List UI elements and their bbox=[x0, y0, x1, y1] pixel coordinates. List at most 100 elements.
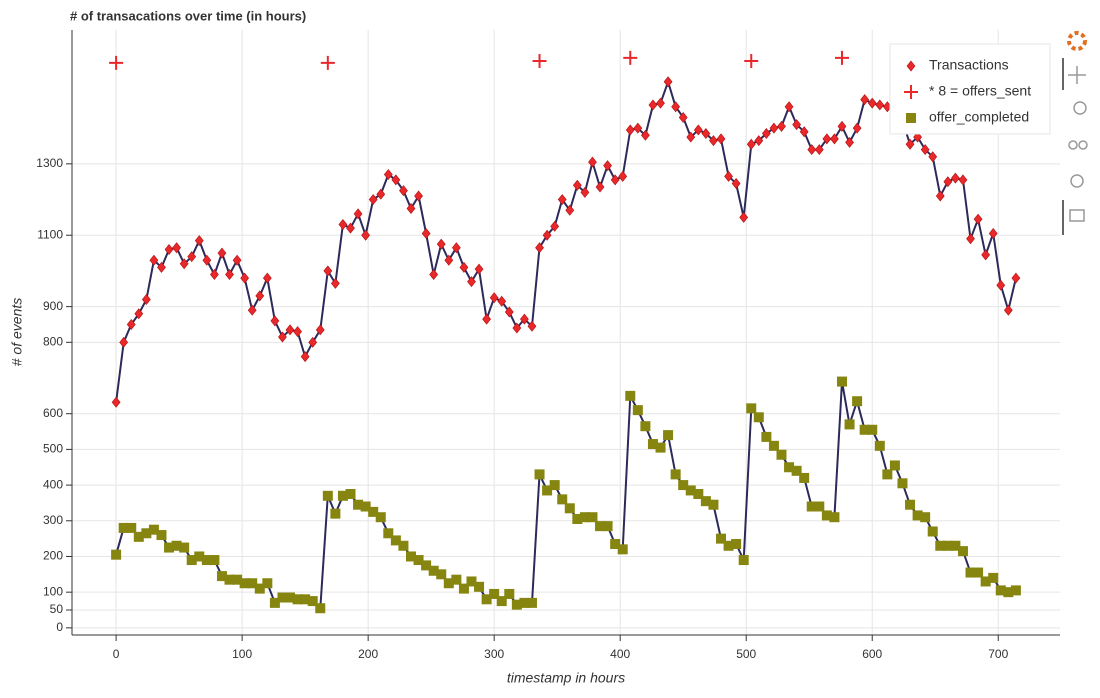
data-point bbox=[300, 594, 311, 605]
data-point bbox=[255, 290, 265, 302]
y-tick-label: 400 bbox=[43, 477, 63, 491]
toolbar bbox=[1062, 31, 1088, 235]
data-point bbox=[111, 549, 122, 560]
data-point bbox=[618, 170, 628, 182]
data-point bbox=[292, 594, 303, 605]
data-point bbox=[625, 390, 636, 401]
data-point bbox=[981, 249, 991, 261]
data-point bbox=[210, 269, 219, 280]
data-point bbox=[512, 322, 522, 334]
data-point bbox=[656, 97, 665, 109]
data-point bbox=[315, 603, 326, 614]
data-point bbox=[648, 99, 658, 111]
data-point bbox=[383, 169, 393, 181]
x-tick-label: 400 bbox=[610, 647, 630, 661]
data-point bbox=[474, 581, 485, 592]
data-point bbox=[436, 238, 446, 250]
data-point bbox=[633, 122, 643, 134]
data-point bbox=[565, 204, 575, 216]
data-point bbox=[685, 485, 696, 496]
data-point bbox=[995, 585, 1006, 596]
data-point bbox=[845, 136, 854, 148]
data-point bbox=[731, 538, 742, 549]
data-point bbox=[701, 128, 711, 139]
data-point bbox=[187, 251, 197, 263]
data-point bbox=[777, 120, 786, 132]
data-point bbox=[520, 313, 529, 325]
data-point bbox=[194, 235, 204, 247]
y-tick-label: 100 bbox=[43, 584, 63, 598]
x-axis-label: timestamp in hours bbox=[507, 670, 625, 686]
data-point bbox=[126, 522, 137, 533]
reset-tool[interactable] bbox=[1070, 174, 1084, 188]
data-point bbox=[406, 202, 416, 214]
pan-tool[interactable] bbox=[1068, 66, 1086, 84]
data-point bbox=[141, 294, 151, 305]
data-point bbox=[458, 583, 469, 594]
data-point bbox=[179, 258, 189, 270]
data-point bbox=[549, 480, 560, 491]
data-point bbox=[421, 560, 432, 571]
chart-title: # of transacations over time (in hours) bbox=[70, 8, 306, 23]
data-point bbox=[489, 588, 500, 599]
data-point bbox=[526, 597, 537, 608]
data-point bbox=[300, 351, 310, 363]
data-point bbox=[550, 220, 560, 232]
data-point bbox=[988, 227, 998, 239]
data-point bbox=[330, 508, 341, 519]
data-point bbox=[663, 76, 673, 88]
data-point bbox=[867, 97, 877, 109]
data-point bbox=[118, 522, 129, 533]
data-point bbox=[913, 131, 922, 143]
data-point bbox=[269, 597, 280, 608]
data-point bbox=[746, 138, 756, 150]
data-point bbox=[436, 569, 447, 580]
data-point bbox=[671, 101, 681, 113]
data-point bbox=[731, 178, 741, 189]
data-point bbox=[232, 574, 243, 585]
data-point bbox=[572, 513, 583, 524]
data-point bbox=[232, 254, 242, 266]
box-zoom-tool[interactable] bbox=[1073, 101, 1087, 115]
data-point bbox=[610, 538, 621, 549]
data-point bbox=[860, 94, 870, 106]
data-point bbox=[186, 555, 197, 566]
hover-tool[interactable] bbox=[1069, 209, 1085, 222]
data-point bbox=[822, 133, 832, 145]
data-point bbox=[640, 421, 651, 432]
x-tick-label: 100 bbox=[232, 647, 252, 661]
data-point bbox=[148, 524, 159, 535]
legend-label: * 8 = offers_sent bbox=[929, 83, 1031, 99]
data-point bbox=[141, 528, 152, 539]
data-point bbox=[844, 419, 855, 430]
data-point bbox=[391, 174, 401, 186]
data-point bbox=[744, 54, 759, 69]
data-point bbox=[262, 272, 272, 284]
data-point bbox=[320, 55, 335, 70]
data-point bbox=[443, 578, 454, 589]
data-point bbox=[693, 489, 704, 500]
legend-box bbox=[889, 43, 1051, 135]
data-point bbox=[330, 277, 340, 289]
data-point bbox=[489, 292, 499, 304]
data-point bbox=[996, 279, 1006, 291]
data-point bbox=[504, 306, 514, 318]
data-point bbox=[315, 324, 325, 336]
data-point bbox=[527, 320, 537, 332]
data-point bbox=[942, 540, 953, 551]
data-point bbox=[383, 528, 394, 539]
data-point bbox=[920, 512, 931, 523]
bokeh-logo[interactable] bbox=[1067, 31, 1087, 51]
y-tick-label: 600 bbox=[43, 406, 63, 420]
data-point bbox=[686, 131, 696, 143]
data-point bbox=[557, 194, 567, 206]
y-tick-label: 500 bbox=[43, 442, 63, 456]
data-point bbox=[935, 540, 946, 551]
wheel-zoom-tool[interactable] bbox=[1068, 140, 1078, 150]
data-point bbox=[293, 326, 302, 338]
data-point bbox=[557, 494, 568, 505]
data-point bbox=[202, 254, 212, 266]
data-point bbox=[867, 424, 878, 435]
data-point bbox=[738, 555, 749, 566]
data-point bbox=[109, 55, 124, 70]
